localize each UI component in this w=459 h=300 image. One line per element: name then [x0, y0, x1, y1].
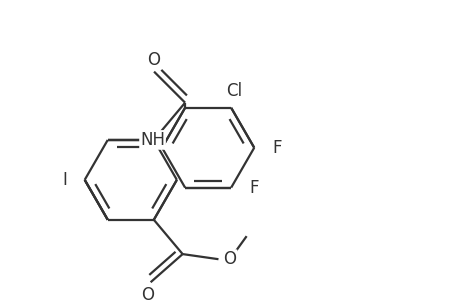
- Text: I: I: [62, 171, 67, 189]
- Text: NH: NH: [140, 131, 165, 149]
- Text: O: O: [147, 51, 160, 69]
- Text: O: O: [223, 250, 236, 268]
- Text: F: F: [249, 178, 258, 196]
- Text: Cl: Cl: [225, 82, 241, 100]
- Text: F: F: [272, 139, 281, 157]
- Text: O: O: [141, 286, 154, 300]
